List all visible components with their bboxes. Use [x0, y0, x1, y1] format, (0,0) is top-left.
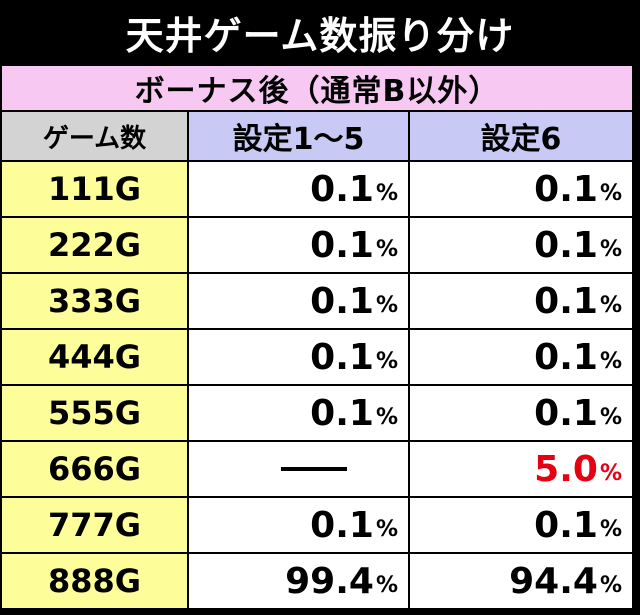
value-number: 0.1	[534, 392, 598, 434]
value-cell-s15: 0.1%	[189, 162, 408, 216]
value-number: 0.1	[534, 168, 598, 210]
value-number: 0.1	[310, 224, 374, 266]
row-label-game-count: 222G	[2, 218, 187, 272]
value-cell-s15: 0.1%	[189, 386, 408, 440]
value-number: 0.1	[534, 224, 598, 266]
row-label-game-count: 555G	[2, 386, 187, 440]
column-header-game-count: ゲーム数	[2, 112, 187, 160]
dash-mark	[280, 467, 347, 471]
percent-unit: %	[599, 404, 622, 430]
value-cell-s15: 0.1%	[189, 218, 408, 272]
row-label-game-count: 333G	[2, 274, 187, 328]
row-label-game-count: 888G	[2, 554, 187, 608]
value-cell-s6: 0.1%	[410, 386, 632, 440]
value-cell-s6: 0.1%	[410, 162, 632, 216]
column-header-setting-6: 設定6	[410, 112, 632, 160]
percent-unit: %	[599, 348, 622, 374]
value-cell-s15	[189, 442, 408, 496]
value-cell-s15: 0.1%	[189, 498, 408, 552]
column-header-setting-1-5: 設定1～5	[189, 112, 408, 160]
percent-unit: %	[599, 180, 622, 206]
value-number: 94.4	[509, 560, 598, 602]
percent-unit: %	[375, 404, 398, 430]
row-label-game-count: 444G	[2, 330, 187, 384]
value-cell-s6: 0.1%	[410, 218, 632, 272]
value-number: 0.1	[310, 168, 374, 210]
value-number: 0.1	[310, 504, 374, 546]
value-cell-s6: 5.0%	[410, 442, 632, 496]
percent-unit: %	[375, 292, 398, 318]
value-cell-s15: 0.1%	[189, 274, 408, 328]
value-number: 0.1	[534, 280, 598, 322]
percent-unit: %	[375, 180, 398, 206]
value-number: 0.1	[534, 504, 598, 546]
percent-unit: %	[375, 516, 398, 542]
value-number: 99.4	[285, 560, 374, 602]
percent-unit: %	[599, 572, 622, 598]
value-cell-s6: 94.4%	[410, 554, 632, 608]
value-cell-s6: 0.1%	[410, 498, 632, 552]
percent-unit: %	[375, 236, 398, 262]
row-label-game-count: 111G	[2, 162, 187, 216]
percent-unit: %	[375, 348, 398, 374]
ceiling-distribution-table: ボーナス後（通常B以外） ゲーム数 設定1～5 設定6 111G 0.1% 0.1%…	[2, 66, 638, 608]
value-cell-s6: 0.1%	[410, 330, 632, 384]
value-number: 0.1	[310, 280, 374, 322]
subheader: ボーナス後（通常B以外）	[2, 66, 632, 110]
row-label-game-count: 666G	[2, 442, 187, 496]
value-cell-s15: 0.1%	[189, 330, 408, 384]
table-title: 天井ゲーム数振り分け	[125, 13, 515, 58]
percent-unit: %	[599, 236, 622, 262]
value-number: 5.0	[534, 448, 598, 490]
value-number: 0.1	[534, 336, 598, 378]
row-label-game-count: 777G	[2, 498, 187, 552]
percent-unit: %	[599, 292, 622, 318]
value-cell-s6: 0.1%	[410, 274, 632, 328]
value-number: 0.1	[310, 336, 374, 378]
percent-unit: %	[375, 572, 398, 598]
percent-unit: %	[599, 460, 622, 486]
value-cell-s15: 99.4%	[189, 554, 408, 608]
value-number: 0.1	[310, 392, 374, 434]
percent-unit: %	[599, 516, 622, 542]
